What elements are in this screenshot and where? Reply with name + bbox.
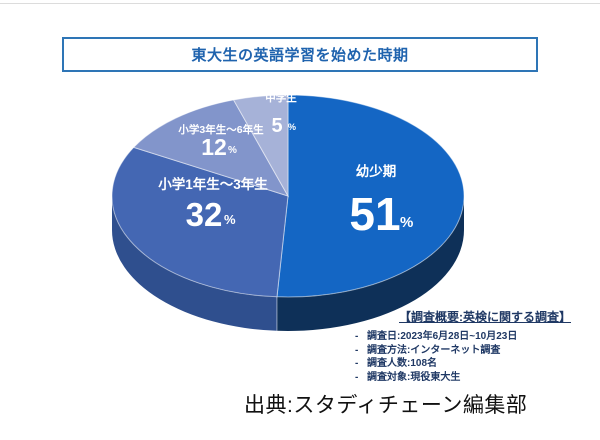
slice-value-4: 5 xyxy=(271,115,282,137)
slice-value-2: 32 xyxy=(186,196,223,233)
survey-heading: 【調査概要:英検に関する調査】 xyxy=(399,310,571,324)
pie-slice-2 xyxy=(111,146,289,298)
survey-summary: 【調査概要:英検に関する調査】 調査日:2023年6月28日~10月23日調査方… xyxy=(353,308,571,384)
survey-item: 調査方法:インターネット調査 xyxy=(353,344,571,358)
pie-slice-4 xyxy=(232,94,289,198)
slice-value-1: 51 xyxy=(349,188,400,240)
survey-item: 調査人数:108名 xyxy=(353,357,571,371)
slice-unit-1: % xyxy=(400,214,413,231)
pie-slice-1 xyxy=(276,94,465,298)
slice-label-1: 幼少期 xyxy=(356,163,397,179)
chart-title-box: 東大生の英語学習を始めた時期 xyxy=(62,37,538,72)
slice-label-3: 小学3年生〜6年生 xyxy=(177,123,264,136)
pie-side-2 xyxy=(111,196,277,331)
pie-side-1 xyxy=(276,196,464,331)
slice-unit-4: % xyxy=(288,122,296,132)
slice-value-3: 12 xyxy=(201,134,227,160)
chart-title: 東大生の英語学習を始めた時期 xyxy=(191,47,409,64)
slice-label-4: 中学生 xyxy=(265,91,297,104)
survey-item: 調査日:2023年6月28日~10月23日 xyxy=(353,330,571,344)
survey-item: 調査対象:現役東大生 xyxy=(353,371,571,385)
source-credit: 出典:スタディチェーン編集部 xyxy=(244,394,528,417)
top-divider xyxy=(0,3,600,4)
slice-label-2: 小学1年生〜3年生 xyxy=(158,176,268,192)
slice-unit-2: % xyxy=(224,212,236,227)
pie-slice-3 xyxy=(132,99,290,197)
survey-items: 調査日:2023年6月28日~10月23日調査方法:インターネット調査調査人数:… xyxy=(353,330,571,384)
slice-unit-3: % xyxy=(228,145,237,156)
